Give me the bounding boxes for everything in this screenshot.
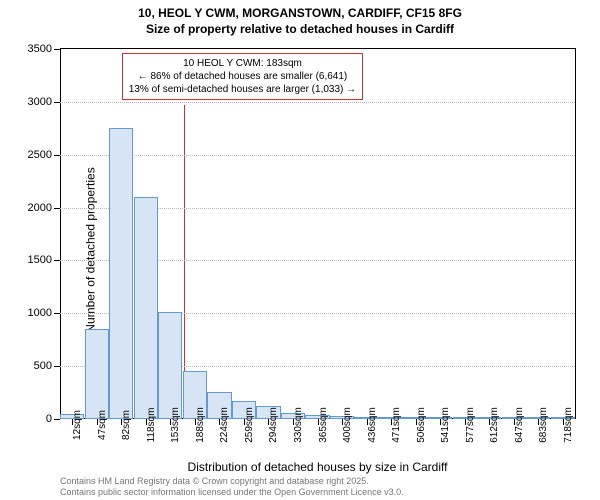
y-tick-label: 500: [34, 360, 52, 372]
x-tick-label: 365sqm: [318, 407, 329, 443]
y-tick: [54, 313, 60, 314]
x-tick-label: 718sqm: [563, 407, 574, 443]
y-tick: [54, 366, 60, 367]
y-tick: [54, 208, 60, 209]
x-tick-label: 118sqm: [146, 408, 157, 443]
chart-container: 10, HEOL Y CWM, MORGANSTOWN, CARDIFF, CF…: [0, 0, 600, 500]
histogram-bar: [85, 329, 109, 419]
x-tick-label: 647sqm: [514, 407, 525, 443]
x-tick-label: 47sqm: [97, 410, 108, 440]
annotation-line-3: 13% of semi-detached houses are larger (…: [129, 83, 356, 96]
x-tick-label: 224sqm: [219, 407, 230, 443]
plot-area: 10 HEOL Y CWM: 183sqm ← 86% of detached …: [60, 48, 576, 419]
footer-line-1: Contains HM Land Registry data © Crown c…: [60, 476, 404, 487]
x-tick-label: 12sqm: [72, 410, 83, 440]
title-line-1: 10, HEOL Y CWM, MORGANSTOWN, CARDIFF, CF…: [0, 6, 600, 22]
histogram-bar: [109, 128, 133, 419]
x-tick-label: 330sqm: [293, 407, 304, 443]
gridline: [60, 102, 575, 103]
x-tick-label: 153sqm: [170, 407, 181, 443]
histogram-bar: [158, 312, 182, 419]
y-tick-label: 1500: [28, 254, 52, 266]
x-tick-label: 436sqm: [367, 407, 378, 443]
annotation-box: 10 HEOL Y CWM: 183sqm ← 86% of detached …: [122, 53, 363, 100]
x-tick-label: 577sqm: [465, 407, 476, 443]
x-tick-label: 541sqm: [440, 407, 451, 443]
annotation-line-2: ← 86% of detached houses are smaller (6,…: [129, 70, 356, 83]
x-tick-label: 612sqm: [489, 407, 500, 443]
y-tick: [54, 102, 60, 103]
y-tick-label: 2500: [28, 149, 52, 161]
y-tick-label: 3500: [28, 43, 52, 55]
x-tick-label: 683sqm: [538, 407, 549, 443]
x-tick-label: 294sqm: [268, 407, 279, 443]
x-tick-label: 188sqm: [195, 407, 206, 443]
x-axis-label: Distribution of detached houses by size …: [60, 460, 575, 474]
y-tick: [54, 419, 60, 420]
y-tick-label: 2000: [28, 202, 52, 214]
x-tick-label: 82sqm: [121, 410, 132, 440]
x-tick-label: 471sqm: [391, 407, 402, 443]
title-line-2: Size of property relative to detached ho…: [0, 22, 600, 38]
x-tick-label: 506sqm: [416, 407, 427, 443]
y-tick: [54, 155, 60, 156]
y-tick-label: 0: [46, 413, 52, 425]
y-tick-label: 3000: [28, 96, 52, 108]
annotation-line-1: 10 HEOL Y CWM: 183sqm: [129, 57, 356, 70]
footer-attribution: Contains HM Land Registry data © Crown c…: [60, 476, 404, 498]
x-tick-label: 259sqm: [244, 407, 255, 443]
x-tick-label: 400sqm: [342, 407, 353, 443]
y-tick-label: 1000: [28, 307, 52, 319]
y-tick: [54, 260, 60, 261]
chart-title: 10, HEOL Y CWM, MORGANSTOWN, CARDIFF, CF…: [0, 0, 600, 37]
y-tick: [54, 49, 60, 50]
gridline: [60, 155, 575, 156]
footer-line-2: Contains public sector information licen…: [60, 487, 404, 498]
y-axis: [60, 49, 61, 419]
histogram-bar: [134, 197, 158, 419]
